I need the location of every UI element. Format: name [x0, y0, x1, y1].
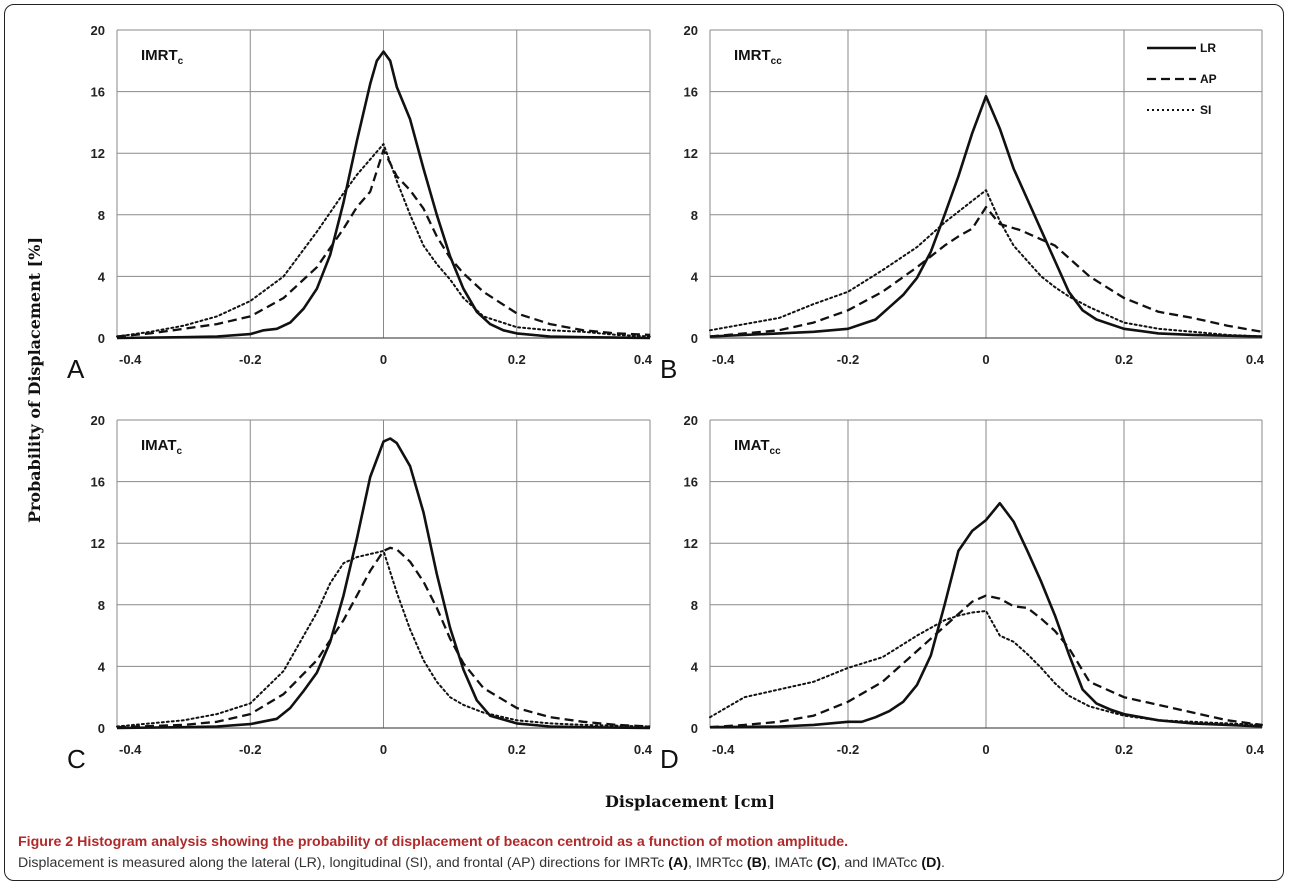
panel-title-sub: cc [770, 446, 782, 457]
chart-panel-b: 0 4 8 12 16 20 -0.4 -0.2 0 0.2 0.4 B IMRTcc [660, 23, 1265, 384]
panel-title-main: IMRT [141, 47, 178, 64]
panel-letter: C [67, 744, 86, 774]
y-axis-label: Probability of Displacement [%] [25, 237, 44, 523]
series-line-lr [116, 50, 651, 340]
series-line-ap [116, 546, 651, 729]
caption-text: . [941, 855, 945, 871]
chart-panel-a: 0 4 8 12 16 20 -0.4 -0.2 0 0.2 0.4 A IMRTc [67, 23, 653, 384]
x-tick-label: 0.2 [1115, 742, 1133, 757]
y-tick-label: 0 [691, 331, 698, 346]
caption-text: Displacement is measured along the later… [18, 855, 669, 871]
y-tick-label: 8 [691, 598, 698, 613]
y-tick-label: 20 [684, 413, 698, 428]
x-tick-label: -0.2 [837, 742, 859, 757]
series-line-lr [709, 94, 1263, 338]
y-tick-label: 20 [684, 23, 698, 38]
panel-title-sub: cc [771, 56, 783, 67]
panel-letter: D [660, 744, 679, 774]
caption-text: , IMRTcc [688, 855, 747, 871]
panel-title: IMATcc [734, 437, 781, 457]
panel-title: IMATc [141, 437, 183, 457]
panel-title: IMRTc [141, 47, 184, 67]
series-line-ap [709, 205, 1263, 338]
x-tick-label: 0 [982, 352, 989, 367]
caption-title: Figure 2 Histogram analysis showing the … [18, 834, 849, 850]
y-tick-label: 0 [98, 331, 105, 346]
x-tick-label: -0.4 [119, 352, 142, 367]
series-line-lr [709, 501, 1263, 729]
panel-letter: B [660, 354, 677, 384]
y-tick-label: 20 [91, 413, 105, 428]
legend: LR AP SI [1147, 41, 1217, 117]
x-tick-label: -0.4 [712, 352, 735, 367]
caption-panel-ref: (C) [816, 855, 837, 871]
figure-caption: Figure 2 Histogram analysis showing the … [18, 832, 1280, 874]
panel-title-main: IMAT [141, 437, 177, 454]
x-tick-label: 0 [380, 742, 387, 757]
legend-label: AP [1200, 72, 1217, 86]
caption-panel-ref: (B) [746, 855, 767, 871]
y-tick-label: 12 [91, 536, 105, 551]
caption-text: , IMATc [766, 855, 817, 871]
y-tick-label: 8 [691, 208, 698, 223]
y-tick-label: 0 [98, 721, 105, 736]
x-tick-label: 0.4 [1246, 742, 1265, 757]
x-axis-label: Displacement [cm] [605, 792, 775, 811]
legend-label: SI [1200, 103, 1211, 117]
y-tick-label: 12 [684, 536, 698, 551]
series-line-si [709, 610, 1263, 726]
y-tick-label: 16 [684, 85, 698, 100]
x-tick-label: 0.2 [1115, 352, 1133, 367]
chart-panel-d: 0 4 8 12 16 20 -0.4 -0.2 0 0.2 0.4 D IMATcc [660, 413, 1265, 774]
x-tick-label: 0.2 [508, 742, 526, 757]
y-tick-label: 0 [691, 721, 698, 736]
x-tick-label: 0.4 [1246, 352, 1265, 367]
panel-title-main: IMAT [734, 437, 770, 454]
series-line-si [116, 143, 651, 338]
x-tick-label: -0.2 [837, 352, 859, 367]
y-tick-label: 4 [691, 269, 699, 284]
y-tick-label: 16 [91, 475, 105, 490]
y-tick-label: 16 [684, 475, 698, 490]
x-tick-label: 0.2 [508, 352, 526, 367]
x-tick-label: 0 [982, 742, 989, 757]
y-tick-label: 4 [98, 269, 106, 284]
y-tick-label: 4 [98, 659, 106, 674]
y-tick-label: 4 [691, 659, 699, 674]
y-tick-label: 8 [98, 598, 105, 613]
x-tick-label: -0.2 [239, 352, 261, 367]
series-line-ap [709, 594, 1263, 729]
panel-title-sub: c [177, 446, 183, 457]
legend-label: LR [1200, 41, 1216, 55]
series-line-si [709, 189, 1263, 338]
y-tick-label: 20 [91, 23, 105, 38]
chart-panel-c: 0 4 8 12 16 20 -0.4 -0.2 0 0.2 0.4 C IMATc [67, 413, 653, 774]
series-line-si [116, 549, 651, 728]
x-tick-label: -0.4 [119, 742, 142, 757]
y-tick-label: 12 [91, 146, 105, 161]
caption-panel-ref: (A) [668, 855, 688, 871]
caption-panel-ref: (D) [921, 855, 942, 871]
series-line-ap [116, 148, 651, 338]
x-tick-label: -0.4 [712, 742, 735, 757]
panel-title-sub: c [178, 56, 184, 67]
panel-letter: A [67, 354, 85, 384]
y-tick-label: 16 [91, 85, 105, 100]
y-tick-label: 8 [98, 208, 105, 223]
y-tick-label: 12 [684, 146, 698, 161]
x-tick-label: 0.4 [634, 352, 653, 367]
caption-text: , and IMATcc [836, 855, 922, 871]
x-tick-label: 0 [380, 352, 387, 367]
panel-title: IMRTcc [734, 47, 782, 67]
x-tick-label: -0.2 [239, 742, 261, 757]
figure-frame [4, 4, 1284, 881]
panel-title-main: IMRT [734, 47, 771, 64]
caption-body: Displacement is measured along the later… [18, 855, 945, 871]
x-tick-label: 0.4 [634, 742, 653, 757]
